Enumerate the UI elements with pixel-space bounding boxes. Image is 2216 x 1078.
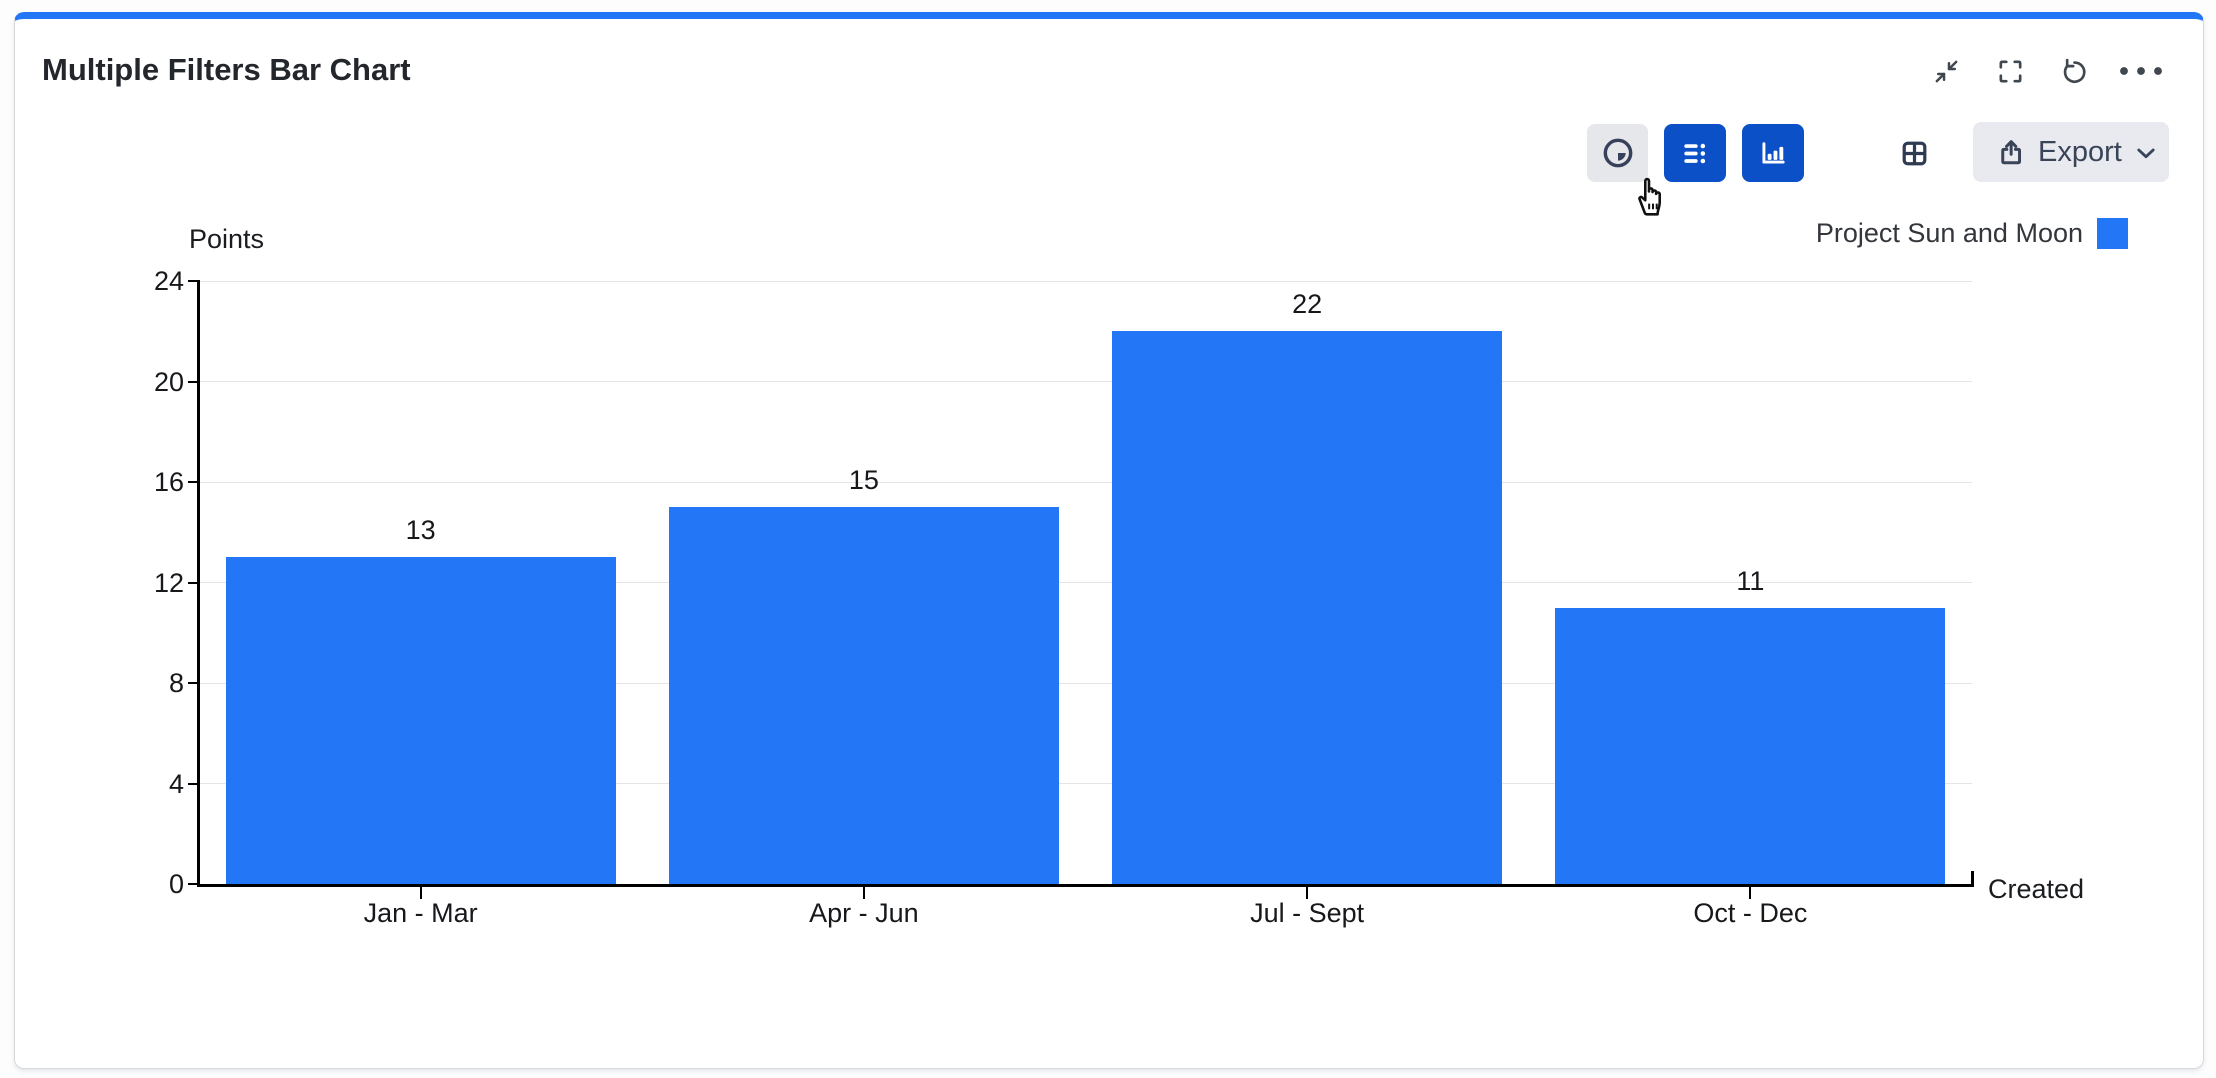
y-axis-title: Points [189, 224, 265, 254]
gridline [199, 481, 1972, 483]
list-view-button[interactable] [1664, 124, 1726, 182]
y-tick-mark [188, 481, 200, 483]
bar-Oct - Dec[interactable] [1555, 607, 1946, 884]
bar-Jul - Sept[interactable] [1112, 331, 1503, 884]
refresh-icon [2063, 58, 2086, 83]
y-tick-label: 12 [153, 567, 184, 598]
x-tick-label: Oct - Dec [1693, 898, 1808, 928]
bar-chart-icon [1762, 142, 1785, 164]
grid-icon [1902, 141, 1926, 165]
more-options-button[interactable] [2118, 56, 2164, 86]
gridline [199, 582, 1972, 583]
x-axis-line [197, 884, 1974, 887]
refresh-button[interactable] [2058, 56, 2089, 87]
chart-view-button[interactable] [1742, 124, 1804, 182]
legend: Project Sun and Moon [1700, 218, 2128, 249]
x-tick-mark [1306, 887, 1309, 899]
gridline [199, 783, 1972, 784]
bar-Apr - Jun[interactable] [668, 507, 1059, 884]
bar-value-label: 13 [405, 515, 436, 546]
gridline [199, 280, 1972, 282]
y-tick-label: 8 [168, 668, 184, 698]
collapse-icon [1935, 60, 1957, 82]
x-tick-label: Apr - Jun [809, 898, 919, 928]
export-icon [2001, 139, 2022, 164]
fullscreen-icon [1999, 60, 2021, 82]
legend-swatch[interactable] [2097, 218, 2128, 249]
x-axis-title: Created [1988, 874, 2085, 904]
table-view-button[interactable] [1891, 130, 1937, 176]
widget-card [14, 12, 2204, 1069]
bar-value-label: 22 [1292, 289, 1323, 320]
bar-value-label: 11 [1736, 565, 1765, 596]
x-tick-mark [862, 887, 865, 899]
y-tick-mark [188, 782, 200, 785]
chevron-down-icon [2137, 148, 2155, 158]
x-axis-end-tick [1971, 871, 1974, 884]
y-tick-mark [188, 883, 200, 885]
x-tick-label: Jan - Mar [363, 898, 478, 928]
fullscreen-button[interactable] [1995, 56, 2025, 86]
y-tick-mark [188, 280, 200, 282]
time-range-button[interactable] [1587, 124, 1648, 182]
collapse-button[interactable] [1931, 56, 1961, 86]
bar-value-label: 15 [848, 465, 879, 496]
bar-Jan - Mar[interactable] [225, 557, 616, 884]
export-button[interactable]: Export [1973, 122, 2169, 182]
export-label: Export [2038, 135, 2122, 168]
y-tick-label: 16 [153, 467, 184, 497]
list-details-icon [1684, 143, 1706, 164]
y-tick-mark [188, 581, 200, 584]
x-tick-label: Jul - Sept [1250, 898, 1365, 928]
more-options-icon [2120, 67, 2162, 75]
y-tick-label: 0 [168, 869, 184, 899]
y-tick-mark [188, 380, 200, 383]
gridline [199, 381, 1972, 382]
widget-title: Multiple Filters Bar Chart [42, 52, 411, 87]
gridline [199, 682, 1972, 684]
x-tick-mark [1749, 887, 1752, 899]
y-axis-line [197, 281, 200, 887]
clock-icon [1603, 138, 1632, 168]
y-tick-mark [188, 682, 200, 684]
legend-label: Project Sun and Moon [1815, 218, 2083, 248]
y-tick-label: 20 [153, 366, 184, 397]
y-tick-label: 24 [153, 266, 184, 296]
y-tick-label: 4 [168, 768, 184, 799]
x-tick-mark [419, 887, 422, 899]
